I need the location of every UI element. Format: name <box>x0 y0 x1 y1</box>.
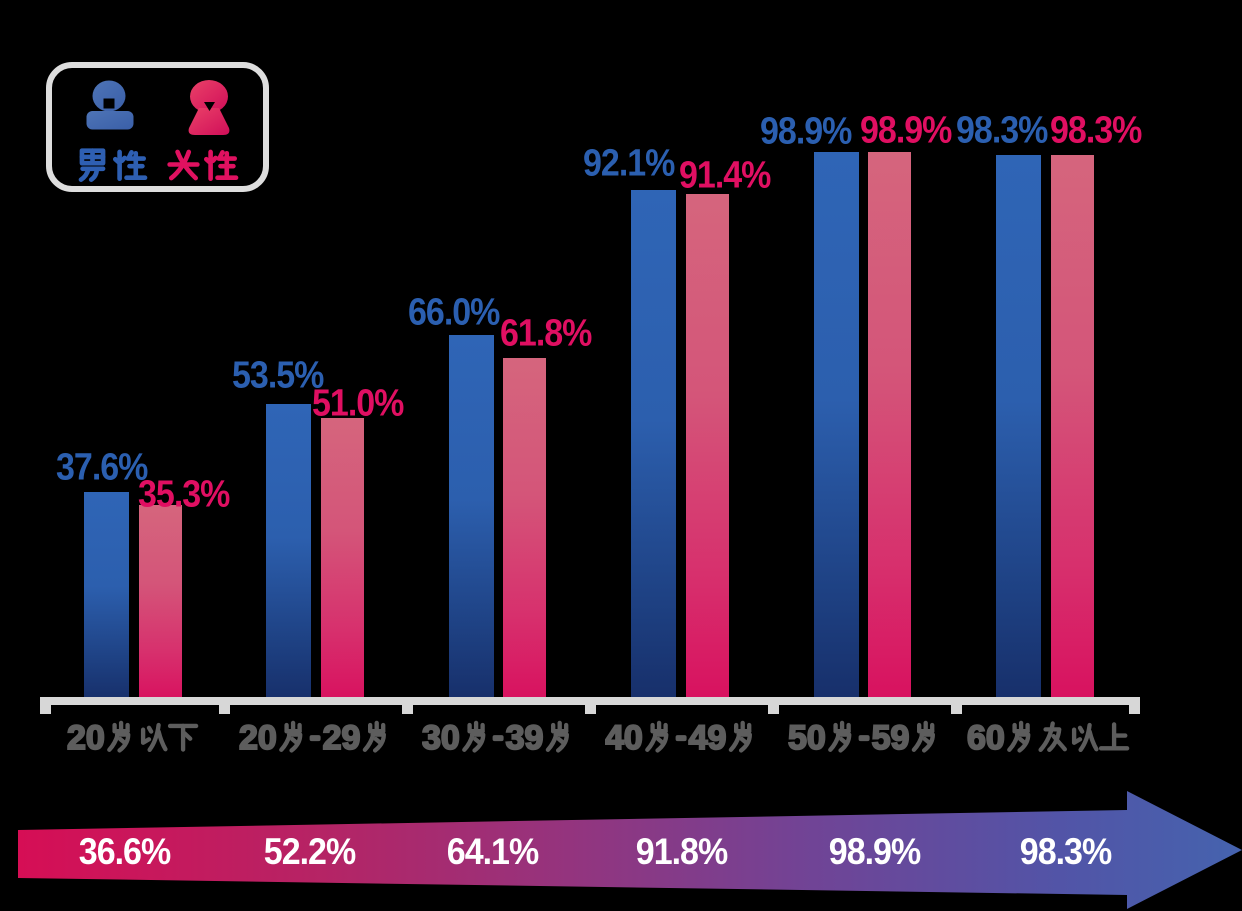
svg-text:60: 60 <box>967 719 1005 756</box>
svg-text:59: 59 <box>872 719 910 756</box>
svg-text:40: 40 <box>605 719 643 756</box>
svg-text:49: 49 <box>689 719 727 756</box>
svg-text:20: 20 <box>67 719 105 756</box>
svg-text:50: 50 <box>788 719 826 756</box>
svg-text:29: 29 <box>323 719 361 756</box>
svg-text:39: 39 <box>506 719 544 756</box>
svg-text:30: 30 <box>422 719 460 756</box>
svg-text:20: 20 <box>239 719 277 756</box>
